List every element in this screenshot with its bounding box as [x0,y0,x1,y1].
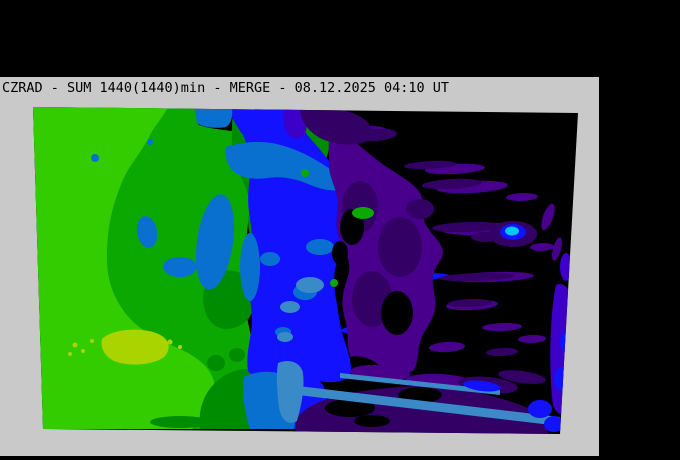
layer-green-specks [301,169,374,287]
radar-map [33,107,578,434]
radar-product-image: CZRAD - SUM 1440(1440)min - MERGE - 08.1… [0,77,599,456]
product-title: CZRAD - SUM 1440(1440)min - MERGE - 08.1… [2,80,450,96]
echo-core-cyan [505,226,519,236]
layer-yellow-green [68,329,182,365]
bottom-blue-streak [463,380,501,392]
layer-green-bright [33,107,215,429]
layer-blue-steel [276,277,560,426]
